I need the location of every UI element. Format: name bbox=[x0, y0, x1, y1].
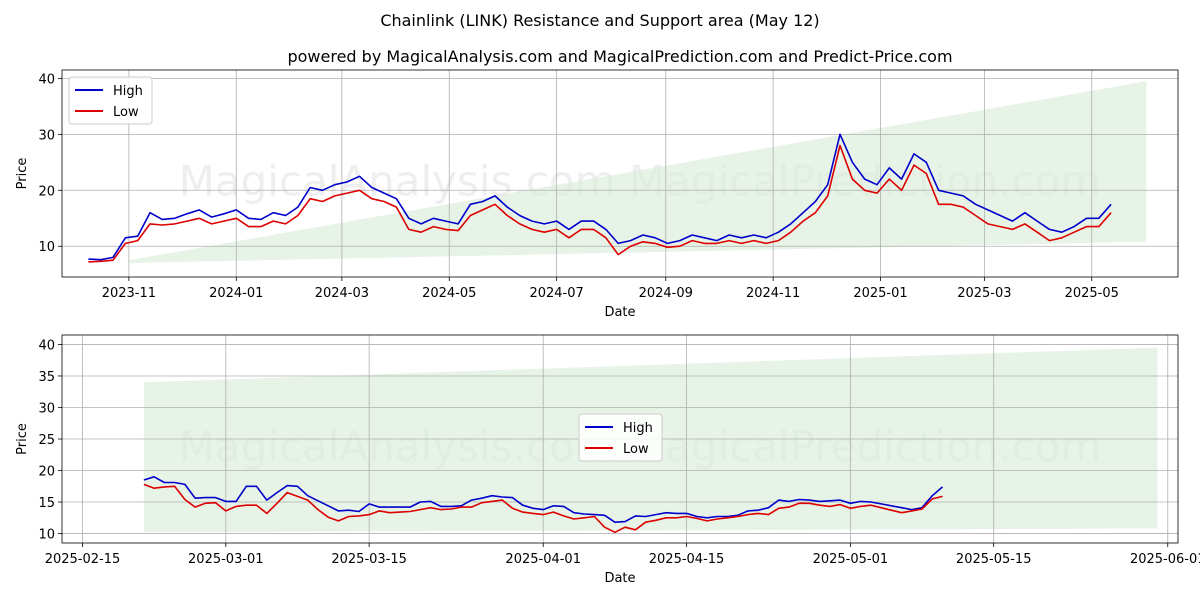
series-line-low bbox=[88, 144, 1112, 263]
x-tick-label: 2025-01 bbox=[853, 286, 907, 301]
x-tick-label: 2024-09 bbox=[639, 286, 693, 301]
x-tick-label: 2025-05-01 bbox=[813, 552, 889, 567]
legend-label-high: High bbox=[113, 84, 143, 99]
y-tick-label: 15 bbox=[38, 496, 55, 511]
y-tick-label: 30 bbox=[38, 128, 55, 143]
plot-frame bbox=[61, 69, 1179, 278]
series-line-high bbox=[143, 475, 944, 524]
x-tick-label: 2024-11 bbox=[746, 286, 800, 301]
legend: High Low bbox=[578, 413, 663, 462]
x-axis-label: Date bbox=[604, 305, 635, 320]
x-tick-label: 2025-05 bbox=[1065, 286, 1119, 301]
x-tick-label: 2025-06-01 bbox=[1130, 552, 1200, 567]
x-axis-label: Date bbox=[604, 571, 635, 586]
legend-box bbox=[68, 76, 153, 125]
legend-label-low: Low bbox=[113, 105, 139, 120]
top-panel: MagicalAnalysis.com MagicalPrediction.co… bbox=[15, 69, 1179, 320]
x-tick-label: 2025-03 bbox=[957, 286, 1011, 301]
chart-title: Chainlink (LINK) Resistance and Support … bbox=[380, 11, 819, 30]
chart-subtitle: powered by MagicalAnalysis.com and Magic… bbox=[287, 47, 952, 66]
bottom-panel: MagicalAnalysis.com MagicalPrediction.co… bbox=[15, 334, 1200, 586]
y-tick-label: 10 bbox=[38, 240, 55, 255]
y-tick-label: 20 bbox=[38, 184, 55, 199]
x-tick-label: 2024-05 bbox=[422, 286, 476, 301]
legend: High Low bbox=[68, 76, 153, 125]
x-tick-label: 2024-07 bbox=[529, 286, 583, 301]
legend-label-low: Low bbox=[623, 442, 649, 457]
y-tick-label: 10 bbox=[38, 528, 55, 543]
support-resistance-band bbox=[128, 81, 1147, 264]
x-tick-label: 2025-04-01 bbox=[505, 552, 581, 567]
x-tick-label: 2025-04-15 bbox=[649, 552, 725, 567]
x-tick-label: 2025-03-15 bbox=[331, 552, 407, 567]
y-tick-label: 35 bbox=[38, 370, 55, 385]
y-tick-label: 30 bbox=[38, 401, 55, 416]
y-tick-label: 20 bbox=[38, 465, 55, 480]
legend-label-high: High bbox=[623, 421, 653, 436]
legend-box bbox=[578, 413, 663, 462]
x-tick-label: 2025-05-15 bbox=[956, 552, 1032, 567]
y-tick-label: 25 bbox=[38, 433, 55, 448]
x-tick-label: 2025-02-15 bbox=[45, 552, 121, 567]
series-line-high bbox=[88, 133, 1112, 261]
y-tick-label: 40 bbox=[38, 338, 55, 353]
x-tick-label: 2023-11 bbox=[102, 286, 156, 301]
y-axis-label: Price bbox=[15, 423, 30, 455]
x-tick-label: 2024-03 bbox=[315, 286, 369, 301]
x-tick-label: 2024-01 bbox=[209, 286, 263, 301]
x-tick-label: 2025-03-01 bbox=[188, 552, 264, 567]
y-axis-label: Price bbox=[15, 158, 30, 190]
series-line-low bbox=[143, 483, 943, 534]
y-tick-label: 40 bbox=[38, 72, 55, 87]
